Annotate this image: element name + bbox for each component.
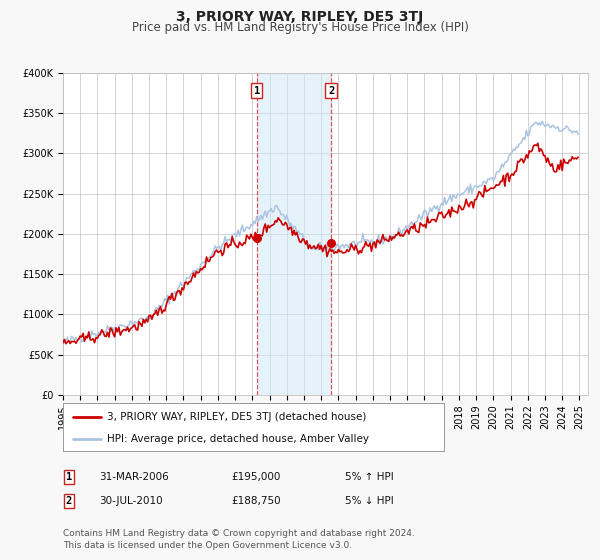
Text: 3, PRIORY WAY, RIPLEY, DE5 3TJ (detached house): 3, PRIORY WAY, RIPLEY, DE5 3TJ (detached… <box>107 412 366 422</box>
Text: This data is licensed under the Open Government Licence v3.0.: This data is licensed under the Open Gov… <box>63 541 352 550</box>
Text: 1: 1 <box>254 86 260 96</box>
Text: 3, PRIORY WAY, RIPLEY, DE5 3TJ: 3, PRIORY WAY, RIPLEY, DE5 3TJ <box>176 10 424 24</box>
Text: Price paid vs. HM Land Registry's House Price Index (HPI): Price paid vs. HM Land Registry's House … <box>131 21 469 34</box>
Text: HPI: Average price, detached house, Amber Valley: HPI: Average price, detached house, Ambe… <box>107 434 369 444</box>
Text: Contains HM Land Registry data © Crown copyright and database right 2024.: Contains HM Land Registry data © Crown c… <box>63 529 415 538</box>
Text: £195,000: £195,000 <box>231 472 280 482</box>
Text: £188,750: £188,750 <box>231 496 281 506</box>
Text: 31-MAR-2006: 31-MAR-2006 <box>99 472 169 482</box>
Text: 30-JUL-2010: 30-JUL-2010 <box>99 496 163 506</box>
Text: 2: 2 <box>66 496 72 506</box>
Text: 1: 1 <box>66 472 72 482</box>
Text: 5% ↑ HPI: 5% ↑ HPI <box>345 472 394 482</box>
Text: 2: 2 <box>328 86 334 96</box>
Text: 5% ↓ HPI: 5% ↓ HPI <box>345 496 394 506</box>
Bar <box>257 73 331 395</box>
